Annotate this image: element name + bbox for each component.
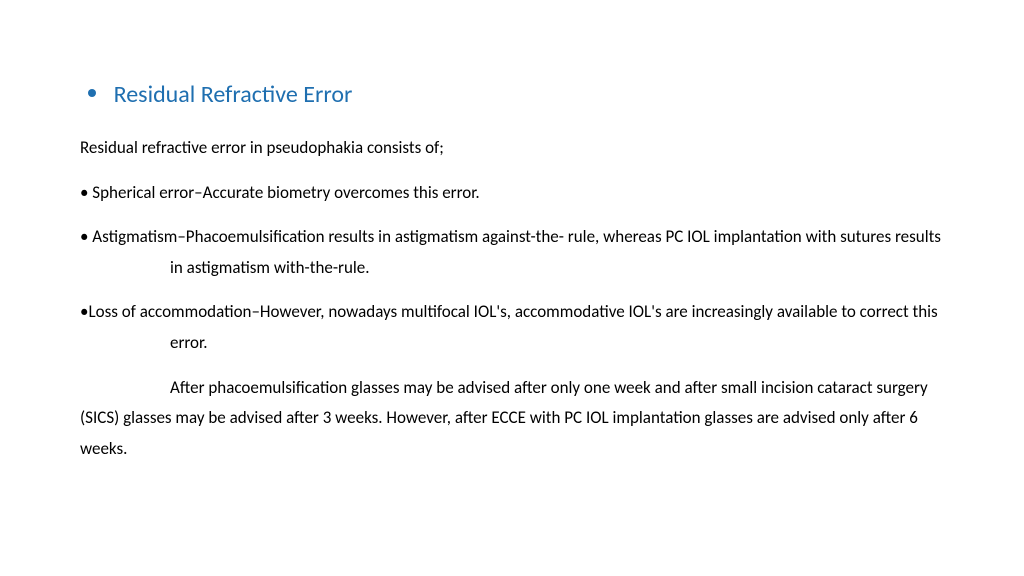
slide-title: Residual Refractive Error — [114, 80, 353, 109]
bullet-spherical: • Spherical error–Accurate biometry over… — [80, 178, 954, 209]
bullet-accommodation: •Loss of accommodation–However, nowadays… — [80, 297, 954, 358]
bullet-astigmatism: • Astigmatism–Phacoemulsification result… — [80, 222, 954, 283]
title-bullet-icon — [88, 89, 96, 97]
body-text: Residual refractive error in pseudophaki… — [80, 133, 954, 464]
intro-line: Residual refractive error in pseudophaki… — [80, 133, 954, 164]
slide: Residual Refractive Error Residual refra… — [0, 0, 1024, 576]
title-row: Residual Refractive Error — [80, 80, 954, 109]
closing-paragraph: After phacoemulsification glasses may be… — [80, 373, 954, 465]
